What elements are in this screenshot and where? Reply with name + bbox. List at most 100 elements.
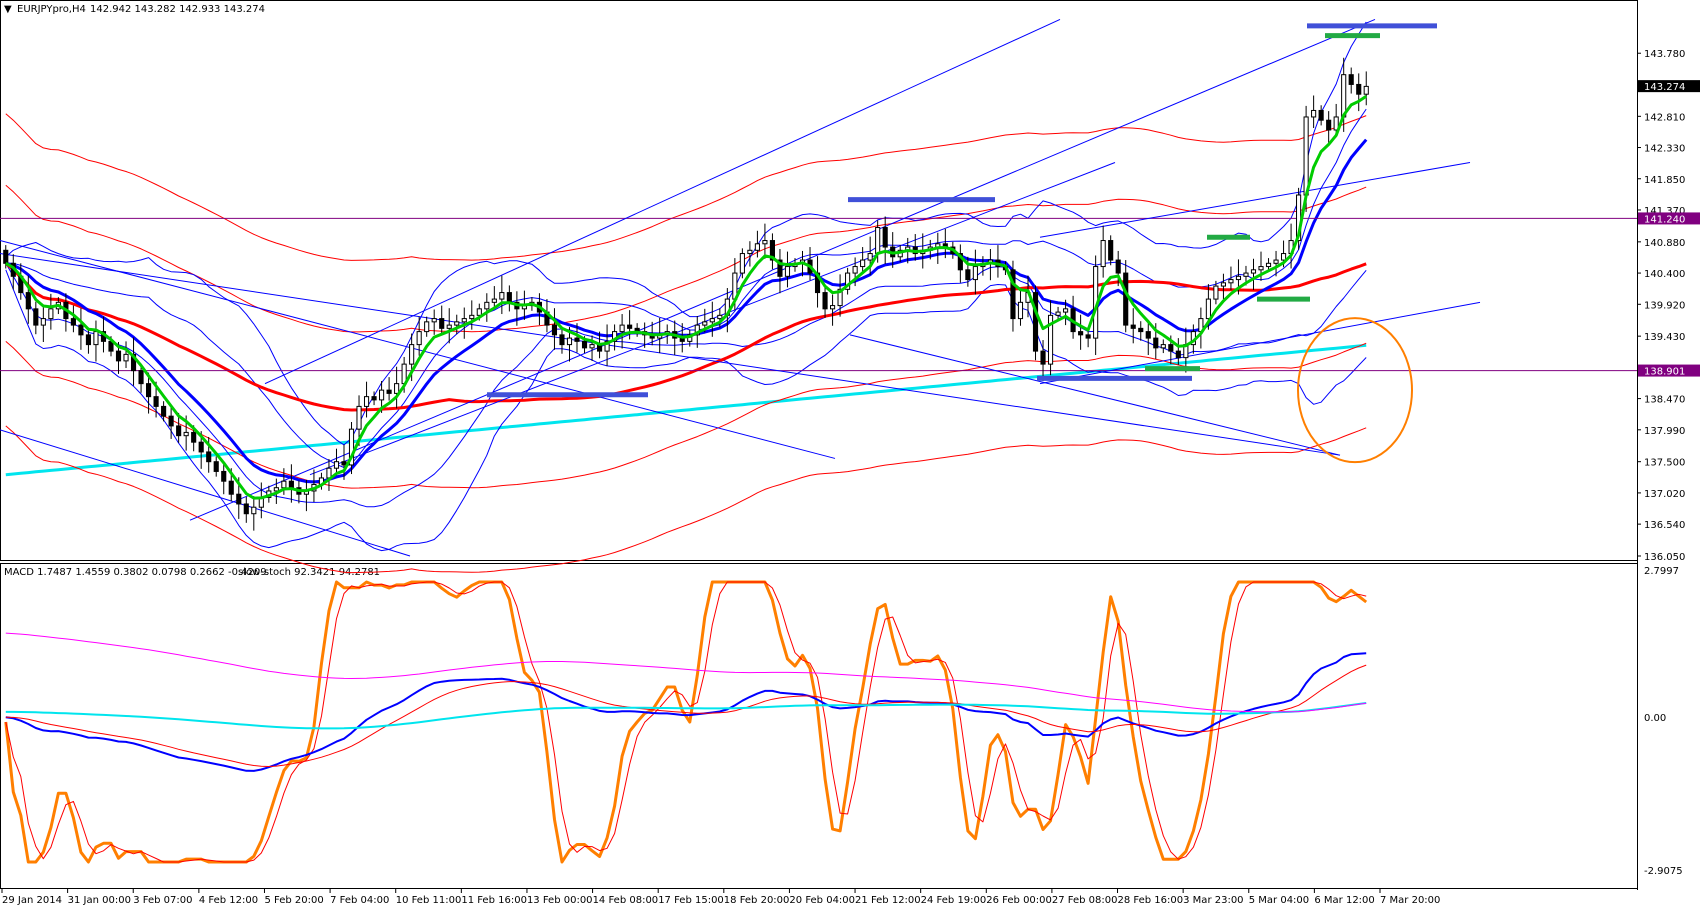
candle-body [604,340,610,352]
bollinger-upper [5,21,1367,446]
candle-body [394,383,400,394]
candle-body [717,314,723,320]
price-tick-label: 139.430 [1644,332,1685,343]
ohlc-readout: 142.942 143.282 142.933 143.274 [90,4,265,15]
time-tick-label: 13 Feb 00:00 [527,895,593,906]
price-highlight-label: 143.274 [1644,82,1685,93]
mid-ema-line [5,138,1368,484]
candle-body [1265,262,1272,268]
candle-body [1032,292,1039,352]
macd-title: MACD 1.7487 1.4559 0.3802 0.0798 0.2662 … [4,567,267,578]
time-tick-label: 7 Feb 04:00 [330,895,389,906]
candle-body [965,269,971,281]
price-tick-label: 141.370 [1644,206,1685,217]
candle-body [957,253,963,271]
candle-body [123,353,129,362]
candle-body [875,227,881,255]
candle-body [739,253,745,274]
menu-arrow-icon[interactable]: ▼ [4,4,12,15]
candle-body [1100,240,1106,268]
candle-body [85,334,92,346]
candle-body [243,503,249,515]
candle-body [709,318,715,323]
candle-body [288,480,294,489]
candle-body [830,305,836,310]
time-tick-label: 4 Feb 12:00 [199,895,258,906]
stoch-title: slow-stoch 92.3421 94.2781 [238,567,380,578]
candle-body [762,240,768,245]
time-tick-label: 3 Mar 23:00 [1183,895,1243,906]
trendline-3 [0,253,1341,456]
candle-body [48,308,54,320]
time-tick-label: 11 Feb 16:00 [461,895,527,906]
candle-body [138,370,144,385]
candle-body [1326,119,1332,131]
candle-body [1123,272,1129,326]
trendline-4 [849,334,1341,456]
candle-body [115,350,122,362]
candle-body [867,253,873,261]
candle-body [1108,240,1114,261]
price-tick-label: 142.810 [1644,112,1685,123]
envelope-upper-outer [5,113,1367,261]
candle-body [852,266,858,274]
candle-body [551,324,558,336]
time-tick-label: 21 Feb 12:00 [855,895,921,906]
slow-ma-line [4,262,1367,412]
long-ma-line [5,343,1367,477]
indicator-tick-label: -2.9075 [1644,866,1683,877]
candle-body [198,441,204,453]
candle-body [25,292,31,310]
trendline-2 [0,429,411,557]
candle-body [356,405,362,430]
candle-body [972,266,978,281]
candle-body [176,425,182,437]
candle-body [40,318,46,326]
candle-body [506,292,512,303]
candle-body [153,396,159,407]
candle-body [837,288,843,307]
candle-body [1220,282,1226,287]
candle-body [491,298,497,303]
candle-body [845,272,851,290]
candle-body [161,405,167,417]
candle-body [784,266,791,277]
price-tick-label: 136.540 [1644,520,1685,531]
trendline-1 [0,240,836,459]
highlight-circle [1297,317,1413,464]
candle-body [446,324,452,329]
candle-body [860,259,866,268]
price-tick-label: 140.880 [1644,238,1685,249]
candle-body [93,331,99,346]
time-tick-label: 20 Feb 04:00 [789,895,855,906]
candle-body [461,318,467,323]
time-tick-label: 24 Feb 19:00 [921,895,987,906]
candle-body [1153,337,1159,349]
candle-body [371,396,377,401]
envelope-lower-inner [5,341,1367,489]
time-tick-label: 31 Jan 00:00 [68,895,131,906]
macd-cyan-line [5,702,1367,730]
price-highlight-box [1638,364,1700,377]
overlay-layer [0,18,1637,574]
candle-body [333,461,340,469]
candle-body [33,308,39,326]
indicator-layer [4,580,1368,864]
candle-body [206,451,212,463]
price-highlight-label: 141.240 [1644,214,1685,225]
candle-body [1205,298,1211,320]
time-tick-label: 27 Feb 08:00 [1052,895,1118,906]
candle-body [191,431,197,443]
candle-body [341,461,347,466]
candle-body [476,308,482,316]
candle-body [1228,279,1234,284]
price-highlight-box [1638,212,1700,225]
candle-body [431,318,437,323]
price-tick-label: 139.920 [1644,300,1685,311]
candle-body [236,493,242,505]
candle-body [3,249,9,264]
candle-body [1010,269,1016,320]
candle-body [754,243,760,251]
